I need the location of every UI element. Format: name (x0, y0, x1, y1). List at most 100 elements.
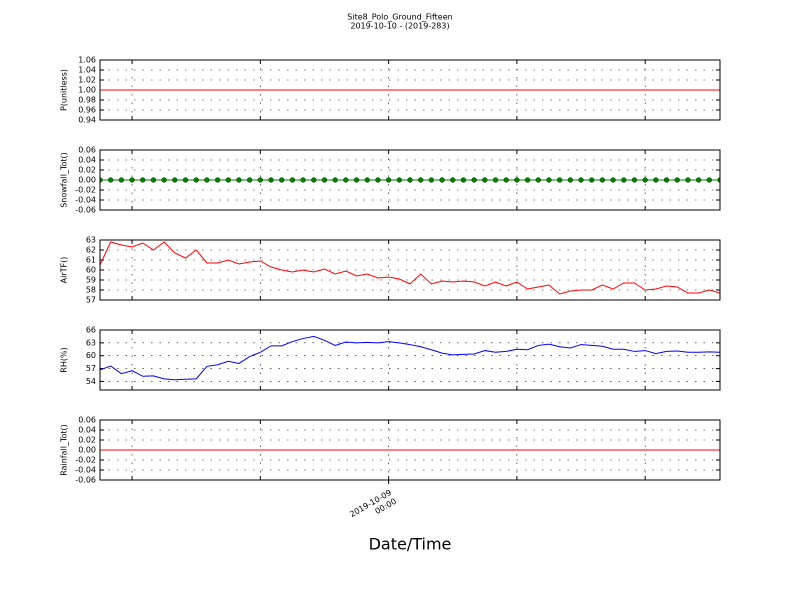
data-point (247, 177, 253, 183)
data-point (589, 177, 595, 183)
plot-frame (99, 59, 721, 121)
data-point (514, 177, 520, 183)
y-axis-label: Snowfall_Tot() (60, 152, 69, 208)
y-tick-label: 1.06 (78, 56, 96, 65)
plot-frame (99, 419, 721, 481)
data-point (578, 177, 584, 183)
data-point (535, 177, 541, 183)
data-point (557, 177, 563, 183)
y-tick-label: 0.96 (78, 106, 96, 115)
data-point (332, 177, 338, 183)
y-tick-label: 0.02 (78, 166, 96, 175)
data-point (108, 177, 114, 183)
data-point (353, 177, 360, 183)
y-tick-label: -0.02 (75, 186, 96, 195)
data-point (257, 177, 263, 183)
y-tick-label: 1.02 (78, 76, 96, 85)
y-tick-label: 0.94 (78, 116, 96, 125)
data-point (492, 177, 499, 183)
y-tick-label: 59 (86, 276, 96, 285)
data-point (279, 177, 285, 183)
data-point (129, 177, 135, 183)
y-tick-label: 1.04 (78, 66, 96, 75)
subtitle: 2019-10-10 - (2019-283) (350, 22, 449, 31)
data-point (685, 177, 691, 183)
plot-frame (99, 329, 721, 391)
data-point (407, 177, 413, 183)
data-point (140, 177, 146, 183)
data-point (311, 177, 317, 183)
y-tick-label: 0.06 (78, 146, 96, 155)
data-point (236, 177, 242, 183)
x-axis-label: Date/Time (369, 535, 452, 554)
y-tick-label: -0.06 (75, 476, 96, 485)
y-axis-label: P(unitless) (60, 69, 69, 111)
data-point (364, 177, 370, 183)
title: Site8_Polo_Ground_Fifteen (347, 13, 452, 22)
data-point (642, 177, 648, 183)
data-point (621, 177, 627, 183)
data-point (717, 177, 720, 183)
data-point (439, 177, 445, 183)
data-point (610, 177, 616, 183)
data-point (343, 177, 349, 183)
data-point (695, 177, 702, 183)
data-point (567, 177, 573, 183)
y-axis-label: Rainfall_Tot() (60, 424, 69, 476)
data-line (100, 335, 720, 381)
data-point (674, 177, 680, 183)
data-point (100, 177, 103, 183)
data-point (225, 177, 231, 183)
data-point (428, 177, 435, 183)
data-point (450, 177, 456, 183)
data-point (214, 177, 221, 183)
data-point (396, 177, 402, 183)
data-point (385, 177, 392, 183)
y-tick-label: 0.98 (78, 96, 96, 105)
data-point (289, 177, 296, 183)
y-tick-label: -0.06 (75, 206, 96, 215)
y-tick-label: 57 (86, 296, 96, 305)
data-point (182, 177, 189, 183)
y-tick-label: 60 (86, 351, 96, 360)
data-point (204, 177, 210, 183)
data-point (193, 177, 199, 183)
data-point (524, 177, 531, 183)
y-tick-label: 62 (86, 246, 96, 255)
data-point (300, 177, 306, 183)
data-point (546, 177, 552, 183)
data-point (503, 177, 509, 183)
y-tick-label: -0.02 (75, 456, 96, 465)
data-point (268, 177, 274, 183)
data-point (375, 177, 381, 183)
y-tick-label: -0.04 (75, 196, 96, 205)
data-point (706, 177, 712, 183)
data-point (118, 177, 125, 183)
data-point (482, 177, 488, 183)
y-tick-label: 0.00 (78, 176, 96, 185)
y-tick-label: 0.04 (78, 426, 96, 435)
data-point (172, 177, 178, 183)
data-point (471, 177, 477, 183)
y-tick-label: 61 (86, 256, 96, 265)
y-tick-label: 54 (86, 377, 96, 386)
y-tick-label: 0.02 (78, 436, 96, 445)
y-tick-label: 0.04 (78, 156, 96, 165)
y-tick-label: 0.00 (78, 446, 96, 455)
data-point (663, 177, 670, 183)
y-axis-label: AirTF() (60, 257, 69, 284)
y-axis-label: RH(%) (60, 347, 69, 372)
y-tick-label: -0.04 (75, 466, 96, 475)
y-tick-label: 1.00 (78, 86, 96, 95)
data-point (418, 177, 424, 183)
data-point (321, 177, 328, 183)
data-point (460, 177, 467, 183)
data-point (599, 177, 606, 183)
y-tick-label: 66 (86, 326, 96, 335)
y-tick-label: 60 (86, 266, 96, 275)
data-point (161, 177, 167, 183)
data-point (653, 177, 659, 183)
plot-frame (99, 149, 721, 211)
